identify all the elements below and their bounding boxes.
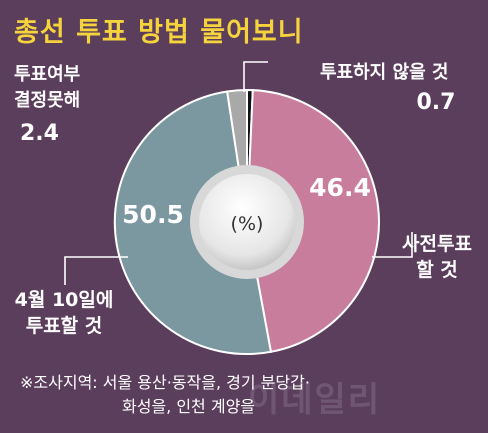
leader-line-election-day	[64, 256, 128, 285]
value-label-undecided: 2.4	[20, 121, 59, 146]
watermark: 이데일리	[248, 380, 382, 420]
pie-slice-1	[245, 89, 380, 353]
category-label-undecided-1: 투표여부	[14, 64, 80, 85]
leader-line-no-vote	[243, 61, 268, 92]
value-label-early-vote: 46.4	[309, 173, 371, 202]
leader-line-early-vote	[372, 232, 413, 258]
category-label-election-day-1: 4월 10일에	[15, 289, 114, 311]
category-label-early-vote-1: 사전투표	[402, 233, 472, 255]
chart-title: 총선 투표 방법 물어보니	[14, 17, 304, 48]
value-label-no-vote: 0.7	[417, 90, 456, 115]
footnote-line-1: ※조사지역: 서울 용산·동작을, 경기 분당갑·	[20, 373, 310, 392]
donut-center	[199, 174, 295, 270]
unit-label: (%)	[231, 213, 264, 235]
footnote-line-2: 화성을, 인천 계양을	[122, 397, 256, 416]
category-label-early-vote-2: 할 것	[416, 258, 458, 281]
category-label-election-day-2: 투표할 것	[26, 314, 103, 337]
category-label-undecided-2: 결정못해	[14, 90, 80, 111]
value-label-election-day: 50.5	[122, 200, 184, 229]
category-label-no-vote: 투표하지 않을 것	[320, 62, 448, 83]
